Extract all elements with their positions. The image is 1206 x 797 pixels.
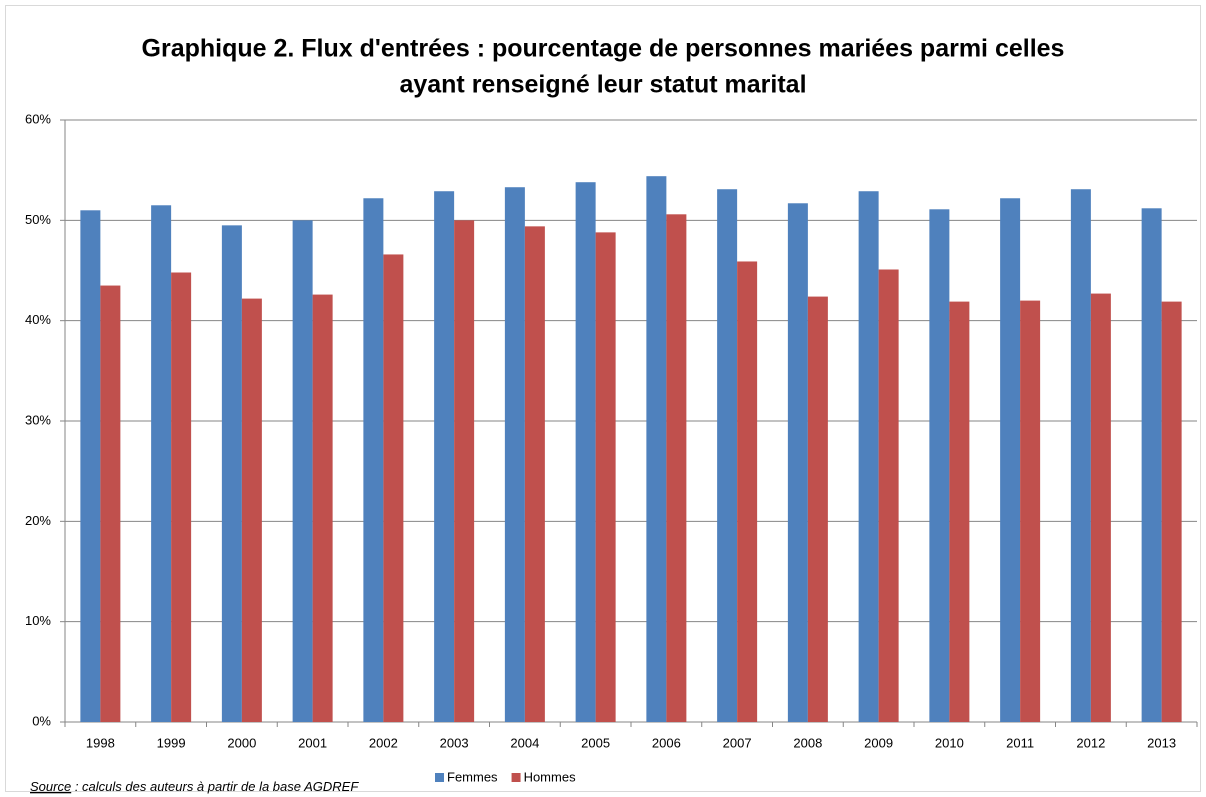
legend-swatch [511,773,521,782]
legend-label: Femmes [447,769,498,784]
bar [878,269,899,722]
x-tick-label: 2006 [652,735,681,750]
bar [646,176,667,723]
y-tick-label: 40% [25,312,51,327]
x-tick-label: 2008 [793,735,822,750]
x-tick-label: 2012 [1076,735,1105,750]
y-tick-label: 50% [25,212,51,227]
bar [383,254,404,723]
bar [171,272,192,722]
bar [666,214,687,722]
bar [454,220,475,723]
bar [1161,301,1182,722]
legend-swatch [435,773,444,782]
bar [595,232,616,722]
bar [1020,300,1041,722]
source-text: : calculs des auteurs à partir de la bas… [71,779,359,794]
legend-label: Hommes [524,769,577,784]
bar [1090,293,1111,722]
bar [524,226,545,722]
bar [504,187,525,722]
bar [151,205,172,723]
bar [1070,189,1091,723]
bar [221,225,242,722]
y-tick-label: 10% [25,613,51,628]
bar [1000,198,1021,722]
bar [858,191,879,722]
bar [292,220,313,723]
x-tick-label: 1999 [157,735,186,750]
bar [434,191,455,722]
chart-title: ayant renseigné leur statut marital [399,71,806,99]
bar [575,182,596,722]
source-label: Source [30,779,71,794]
bar [787,203,808,722]
bar [100,285,121,722]
x-tick-label: 2013 [1147,735,1176,750]
bar [1141,208,1162,722]
bar [737,261,758,722]
x-tick-label: 1998 [86,735,115,750]
y-tick-label: 30% [25,412,51,427]
bar [717,189,738,723]
x-tick-label: 2010 [935,735,964,750]
x-tick-label: 2005 [581,735,610,750]
x-tick-label: 2011 [1006,735,1034,750]
x-tick-label: 2009 [864,735,893,750]
x-tick-label: 2003 [440,735,469,750]
bar [363,198,384,722]
bar [80,210,101,723]
bar [312,294,333,722]
y-tick-label: 20% [25,513,51,528]
y-tick-label: 0% [32,713,51,728]
bar [807,296,828,722]
x-tick-label: 2001 [298,735,327,750]
source-note: Source : calculs des auteurs à partir de… [30,779,359,794]
x-tick-label: 2004 [510,735,539,750]
bar [929,209,950,723]
x-tick-label: 2007 [723,735,752,750]
x-tick-label: 2002 [369,735,398,750]
x-tick-label: 2000 [227,735,256,750]
bar [241,298,262,722]
y-tick-label: 60% [25,111,51,126]
chart-title: Graphique 2. Flux d'entrées : pourcentag… [142,35,1065,63]
bar [949,301,970,722]
